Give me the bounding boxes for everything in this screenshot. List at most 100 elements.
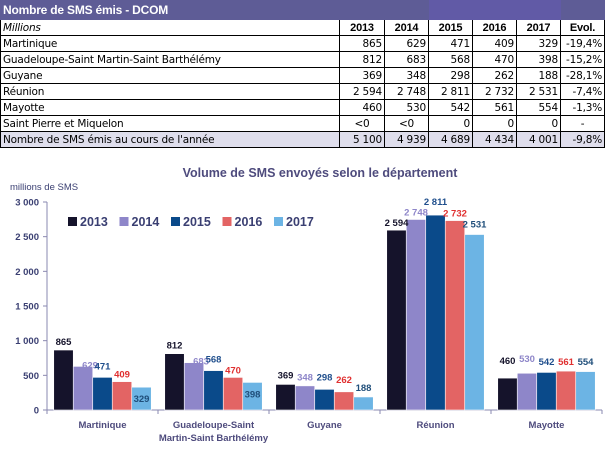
value-cell: <0 — [339, 115, 385, 132]
bar-2015-1 — [203, 370, 224, 411]
value-cell: 329 — [516, 35, 561, 52]
bar-2013-2 — [275, 384, 296, 411]
x-tick-label: Martinique — [78, 420, 126, 431]
y-tick-label: 500 — [23, 371, 39, 382]
value-cell: 460 — [339, 99, 385, 116]
value-cell: 0 — [516, 115, 561, 132]
evolution-cell: - — [560, 115, 605, 132]
bar-2017-3 — [464, 234, 485, 411]
legend-label: 2015 — [183, 215, 211, 229]
data-label: 188 — [356, 383, 372, 394]
value-cell: 554 — [516, 99, 561, 116]
value-cell: 683 — [384, 51, 429, 68]
evolution-cell: -9,8% — [560, 131, 605, 148]
x-tick-label: Réunion — [417, 420, 455, 431]
data-labels: 865 812 369 2 594 460 629 683 348 2 748 530 471 568… — [56, 197, 595, 405]
data-label: 865 — [56, 337, 73, 348]
legend-label: 2017 — [286, 215, 314, 229]
data-label: 629 — [82, 360, 98, 371]
value-cell: 470 — [472, 51, 517, 68]
value-cell: 409 — [472, 35, 517, 52]
bar-2017-2 — [353, 396, 374, 411]
value-cell: 0 — [428, 115, 473, 132]
data-label: 409 — [114, 370, 130, 381]
evolution-cell: -1,3% — [560, 99, 605, 116]
value-cell: 812 — [339, 51, 385, 68]
column-header: 2017 — [516, 19, 561, 36]
data-label: 348 — [297, 372, 313, 383]
value-cell: 2 531 — [516, 83, 561, 100]
sms-bar-chart: Volume de SMS envoyés selon le départeme… — [10, 166, 603, 444]
bar-2013-3 — [386, 229, 407, 411]
column-header: 2013 — [339, 19, 385, 36]
data-label: 329 — [134, 394, 150, 405]
value-cell: 0 — [472, 115, 517, 132]
evolution-cell: -15,2% — [560, 51, 605, 68]
data-label: 542 — [539, 357, 555, 368]
bar-2016-4 — [555, 370, 577, 411]
data-label: 561 — [558, 357, 575, 368]
title-filler — [472, 0, 517, 20]
evolution-cell: -28,1% — [560, 67, 605, 84]
title-filler — [428, 0, 473, 20]
row-label: Réunion — [0, 83, 340, 100]
table-header-row: Millions 2013 2014 2015 2016 2017 Evol. — [0, 19, 605, 36]
value-cell: 4 001 — [516, 131, 561, 148]
value-cell: 398 — [516, 51, 561, 68]
value-cell: 262 — [472, 67, 517, 84]
legend-label: 2013 — [80, 215, 108, 229]
sms-table: Nombre de SMS émis - DCOM Millions 2013 … — [0, 0, 605, 148]
legend-swatch — [119, 217, 129, 226]
bar-2014-3 — [405, 219, 427, 411]
bar-2017-0 — [131, 386, 152, 411]
evolution-cell: -7,4% — [560, 83, 605, 100]
y-tick-label: 2 500 — [15, 232, 39, 243]
bar-2015-0 — [92, 377, 113, 411]
data-label: 2 594 — [385, 218, 409, 229]
table-row: Saint Pierre et Miquelon <0 <0 0 0 0- — [0, 115, 605, 132]
x-tick-label: Guadeloupe-Saint — [173, 420, 255, 431]
value-cell: 4 434 — [472, 131, 517, 148]
data-label: 298 — [317, 372, 333, 383]
data-label: 683 — [193, 357, 209, 368]
value-cell: 369 — [339, 67, 385, 84]
row-label: Mayotte — [0, 99, 340, 116]
title-filler — [516, 0, 561, 20]
bar-2014-1 — [183, 362, 205, 411]
value-cell: 629 — [384, 35, 429, 52]
value-cell: 2 594 — [339, 83, 385, 100]
column-header: 2014 — [384, 19, 429, 36]
table-title-row: Nombre de SMS émis - DCOM — [0, 0, 605, 20]
title-filler — [384, 0, 429, 20]
value-cell: 865 — [339, 35, 385, 52]
column-header: Evol. — [560, 19, 605, 36]
data-label: 2 811 — [424, 197, 448, 208]
x-tick-label: Martin-Saint Barthélémy — [159, 433, 269, 444]
y-tick-label: 2 000 — [15, 267, 39, 278]
chart-title: Volume de SMS envoyés selon le départeme… — [183, 166, 459, 180]
legend-label: 2014 — [132, 215, 160, 229]
bar-2017-4 — [575, 371, 596, 411]
value-cell: 530 — [384, 99, 429, 116]
unit-label: Millions — [0, 19, 340, 36]
data-label: 568 — [206, 355, 222, 366]
data-label: 2 748 — [404, 207, 428, 218]
row-label: Nombre de SMS émis au cours de l'année — [0, 131, 340, 148]
x-tick-label: Mayotte — [529, 420, 565, 431]
value-cell: 4 689 — [428, 131, 473, 148]
y-tick-label: 1 500 — [15, 302, 39, 313]
bar-2016-3 — [444, 220, 466, 411]
bar-2013-1 — [164, 353, 185, 411]
y-tick-label: 1 000 — [15, 336, 39, 347]
data-label: 2 531 — [463, 220, 487, 231]
table-title: Nombre de SMS émis - DCOM — [0, 0, 340, 20]
value-cell: 471 — [428, 35, 473, 52]
table-row: Guyane 369 348 298 262 188 -28,1% — [0, 67, 605, 84]
value-cell: 348 — [384, 67, 429, 84]
bar-2014-0 — [72, 366, 94, 411]
row-label: Guadeloupe-Saint Martin-Saint Barthélémy — [0, 51, 340, 68]
value-cell: 2 811 — [428, 83, 473, 100]
legend: 2013 2014 2015 2016 2017 — [68, 215, 314, 229]
value-cell: 5 100 — [339, 131, 385, 148]
legend-swatch — [171, 217, 180, 226]
